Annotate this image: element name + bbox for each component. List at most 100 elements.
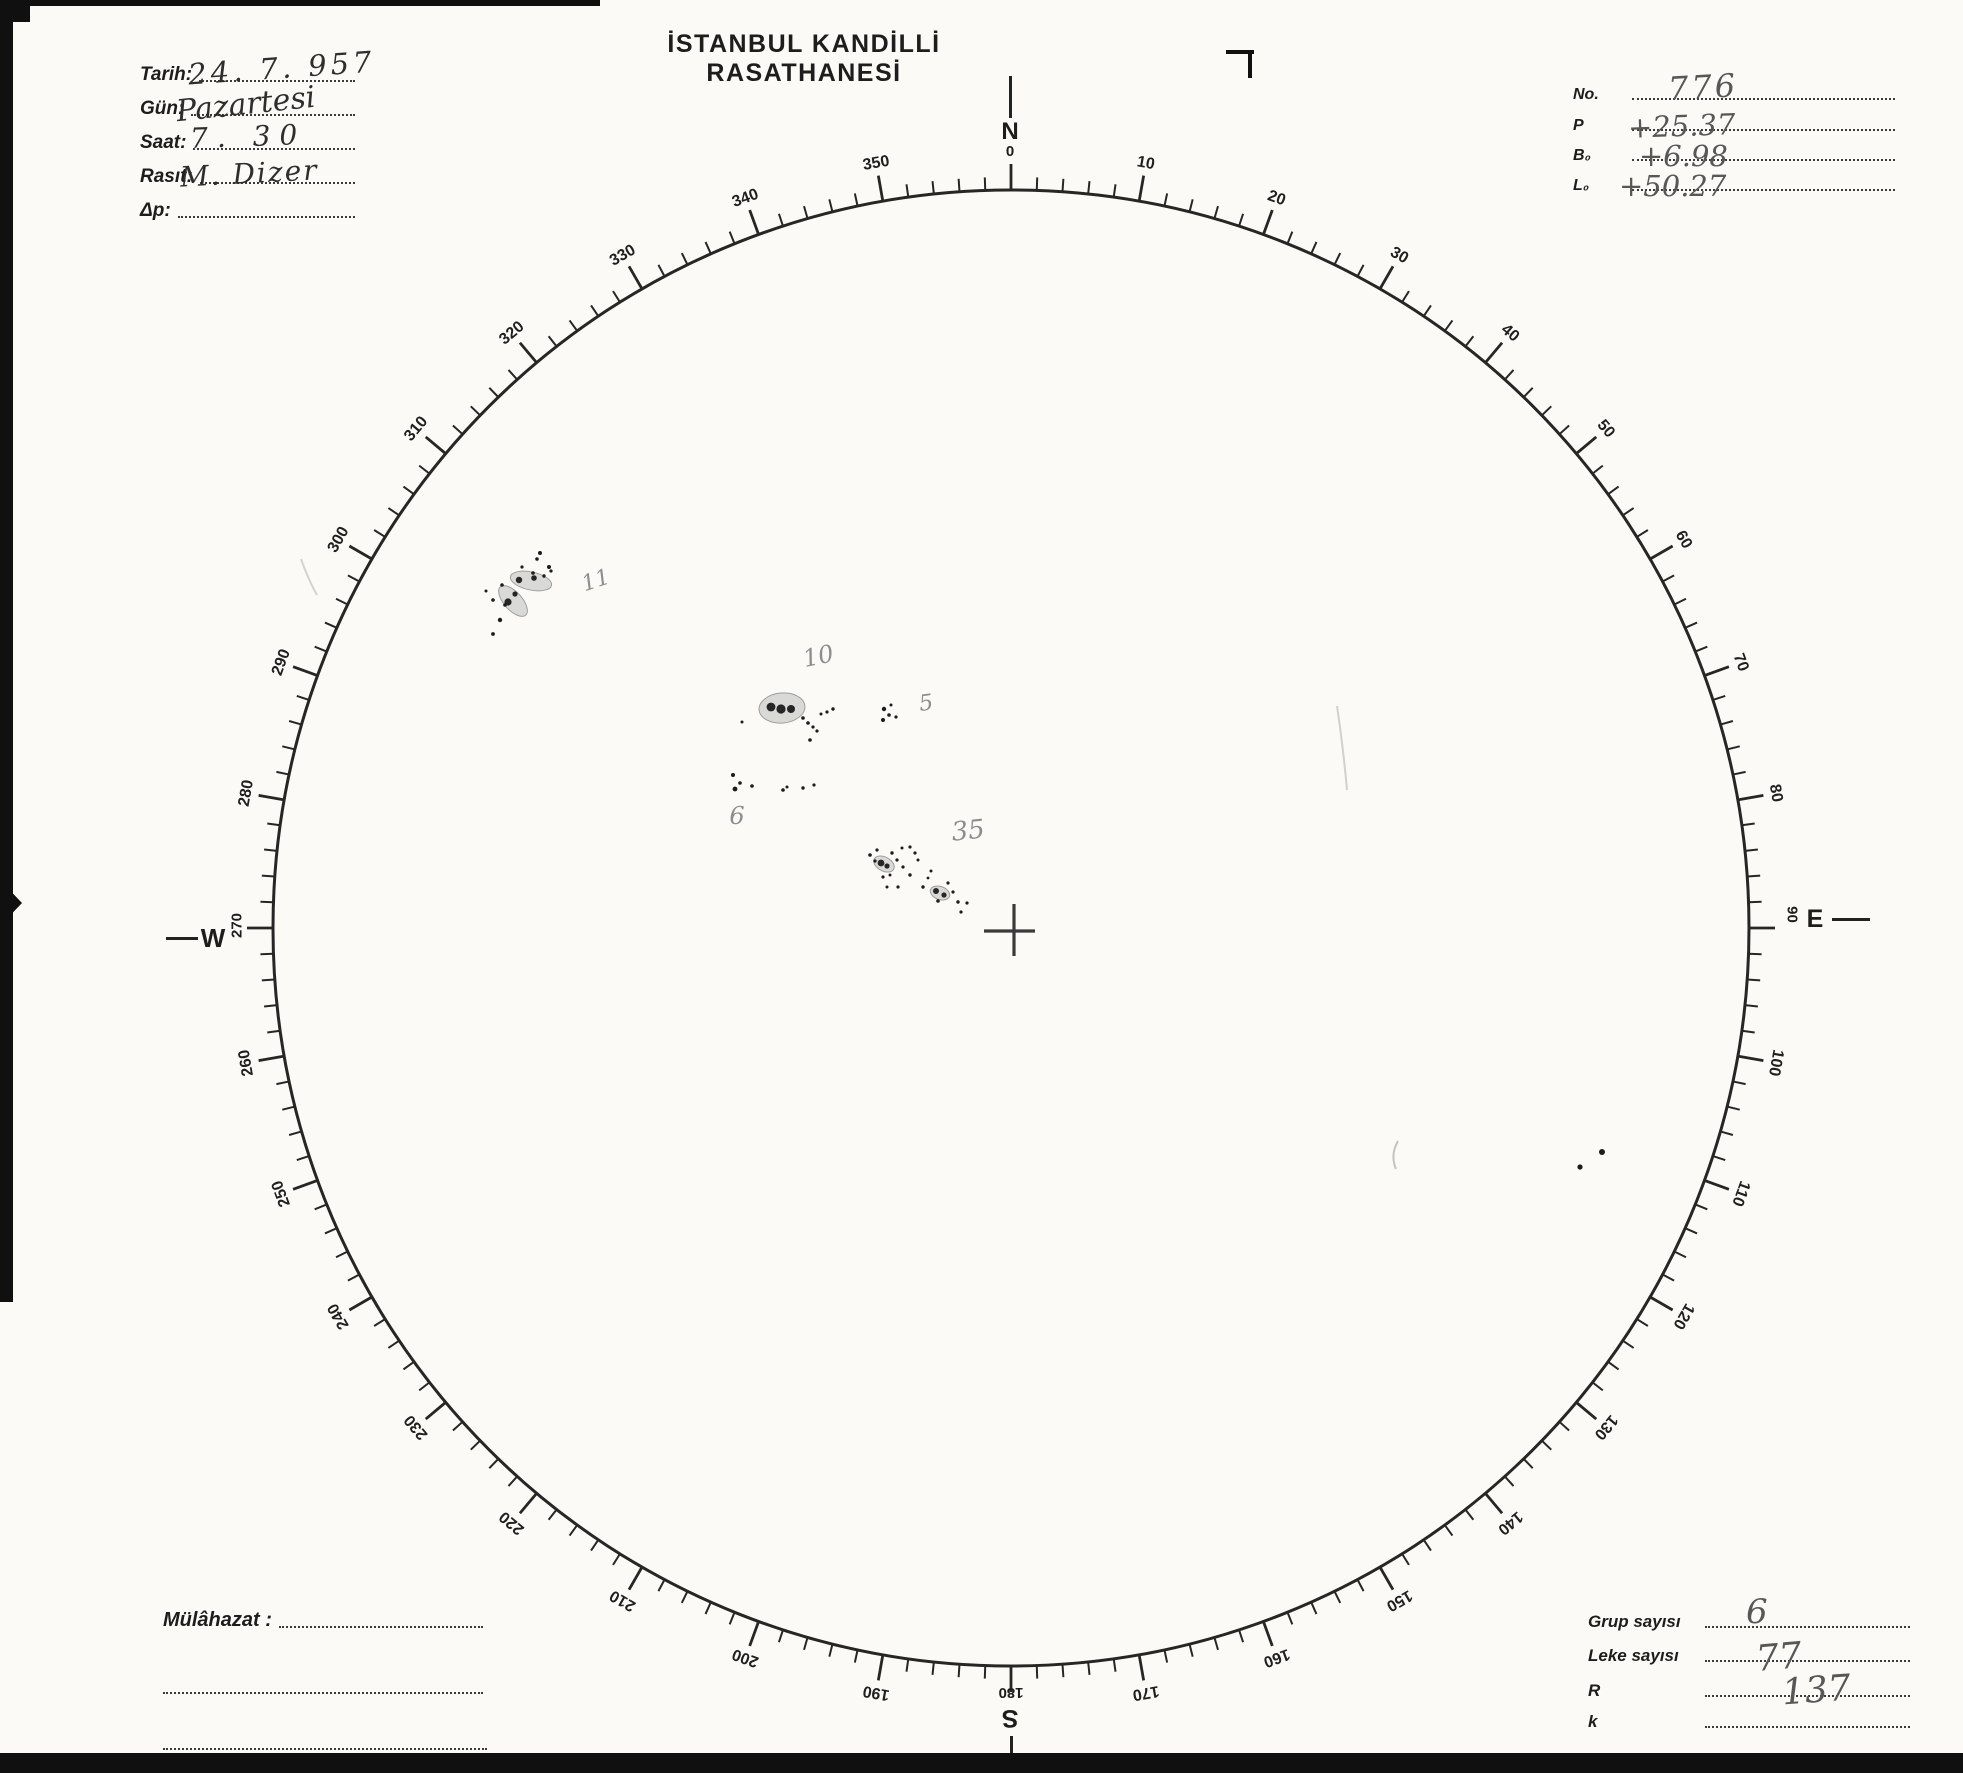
- dial-degree-label: 200: [730, 1645, 761, 1670]
- sunspot-penumbra: [929, 885, 951, 901]
- sunspot-dot: [491, 598, 495, 602]
- dial-minor-tick: [590, 304, 600, 317]
- dial-major-tick: [1484, 341, 1504, 364]
- sunspot-dot: [881, 706, 887, 712]
- dial-degree-label: 20: [1265, 187, 1288, 209]
- dial-minor-tick: [267, 1029, 281, 1034]
- sunspot-dot: [1577, 1164, 1583, 1170]
- dial-major-tick: [1704, 1179, 1730, 1191]
- dial-minor-tick: [1744, 1004, 1758, 1008]
- dial-major-tick: [1649, 1295, 1674, 1312]
- dial-degree-label: 240: [324, 1300, 352, 1332]
- field-label: Mülâhazat :: [163, 1609, 272, 1631]
- dial-minor-tick: [1673, 1250, 1687, 1259]
- dial-major-tick: [1137, 1654, 1146, 1681]
- sunspot-dot: [908, 845, 912, 849]
- sunspot-dot: [916, 858, 920, 862]
- dial-major-tick: [1704, 665, 1730, 677]
- dial-major-tick: [292, 665, 318, 677]
- dial-minor-tick: [1163, 193, 1169, 207]
- sunspot-dot: [815, 729, 819, 733]
- dial-minor-tick: [296, 1155, 310, 1162]
- dial-minor-tick: [728, 1611, 736, 1625]
- dial-degree-label: 160: [1261, 1645, 1292, 1670]
- dial-major-tick: [1262, 209, 1274, 235]
- sunspot-dot: [535, 557, 539, 561]
- dial-minor-tick: [335, 597, 349, 606]
- dotted-line: [1632, 129, 1895, 131]
- sunspot-dot: [929, 869, 933, 873]
- sunspot-dot: [531, 571, 535, 575]
- dial-minor-tick: [1662, 1273, 1675, 1282]
- dial-minor-tick: [288, 720, 302, 726]
- dial-minor-tick: [803, 205, 809, 219]
- dial-minor-tick: [418, 1381, 431, 1392]
- dotted-line: [1705, 1626, 1910, 1628]
- sunspot-dot: [1599, 1149, 1605, 1155]
- sunspot-dot: [881, 718, 885, 722]
- pencil-group-label: 35: [950, 814, 986, 847]
- dial-major-tick: [627, 1566, 644, 1591]
- sunspot-dot: [549, 569, 553, 573]
- sunspot-dot: [520, 565, 524, 569]
- field-no: No. 776: [1573, 66, 1895, 108]
- handwritten-value: +6.98: [1639, 139, 1728, 173]
- dial-minor-tick: [803, 1637, 809, 1651]
- compass-south-label: S: [1001, 1704, 1019, 1732]
- dial-minor-tick: [1422, 1539, 1432, 1552]
- sunspot-dot: [896, 885, 900, 889]
- dial-degree-label: 210: [607, 1586, 639, 1614]
- dial-minor-tick: [335, 1250, 349, 1259]
- dial-minor-tick: [612, 290, 621, 303]
- east-pointer-line: [1832, 918, 1870, 921]
- field-label: P: [1573, 117, 1584, 134]
- field-rasit: Rasıt: M. Dizer: [140, 153, 355, 194]
- dial-degree-label: 330: [607, 241, 639, 269]
- dial-major-tick: [348, 544, 373, 561]
- dial-minor-tick: [1607, 485, 1620, 496]
- field-tarih: Tarih: 24. 7. 957: [140, 44, 377, 91]
- sunspot-dot: [831, 707, 835, 711]
- field-mulahazat: Mülâhazat :: [163, 1606, 483, 1632]
- sunspot-dot: [497, 617, 503, 623]
- field-b0: B₀ +6.98: [1573, 139, 1895, 173]
- compass-north-degree: 0: [1005, 143, 1015, 160]
- sunspot-dot: [801, 786, 805, 790]
- sunspot-umbra: [531, 575, 537, 581]
- field-label: R: [1588, 1681, 1601, 1700]
- sunspot-umbra: [884, 863, 890, 869]
- dial-minor-tick: [1286, 1611, 1294, 1625]
- dial-minor-tick: [1741, 1029, 1755, 1034]
- dial-minor-tick: [373, 1318, 386, 1327]
- compass-north-label: N: [1001, 118, 1019, 145]
- field-p: P +25.37: [1573, 107, 1895, 145]
- dotted-line: [1705, 1726, 1910, 1728]
- dial-major-tick: [748, 209, 760, 235]
- dial-minor-tick: [507, 1475, 518, 1487]
- pencil-group-label: 5: [917, 690, 934, 717]
- dial-minor-tick: [1726, 1105, 1740, 1111]
- sunspot-dot: [542, 574, 546, 578]
- dial-minor-tick: [402, 1360, 415, 1371]
- dial-minor-tick: [314, 645, 328, 653]
- dial-degree-label: 100: [1765, 1048, 1786, 1077]
- sunspot-dot: [890, 851, 894, 855]
- field-delta-p: Δp:: [140, 196, 355, 222]
- dial-minor-tick: [1607, 1360, 1620, 1371]
- dial-major-tick: [1137, 175, 1146, 202]
- dial-major-tick: [1262, 1621, 1274, 1647]
- dial-degree-label: 190: [861, 1682, 890, 1703]
- sunspot-penumbra: [498, 585, 528, 617]
- sunspot-dot: [888, 873, 892, 877]
- dial-minor-tick: [282, 745, 296, 751]
- handwritten-value: 776: [1667, 66, 1740, 108]
- dial-minor-tick: [1732, 770, 1746, 776]
- dial-minor-tick: [470, 405, 481, 417]
- dial-minor-tick: [1622, 507, 1635, 517]
- dial-minor-tick: [1356, 264, 1365, 277]
- dial-minor-tick: [1310, 1601, 1318, 1615]
- dial-minor-tick: [1636, 1318, 1649, 1327]
- field-k: k: [1588, 1706, 1910, 1732]
- dial-minor-tick: [261, 978, 275, 982]
